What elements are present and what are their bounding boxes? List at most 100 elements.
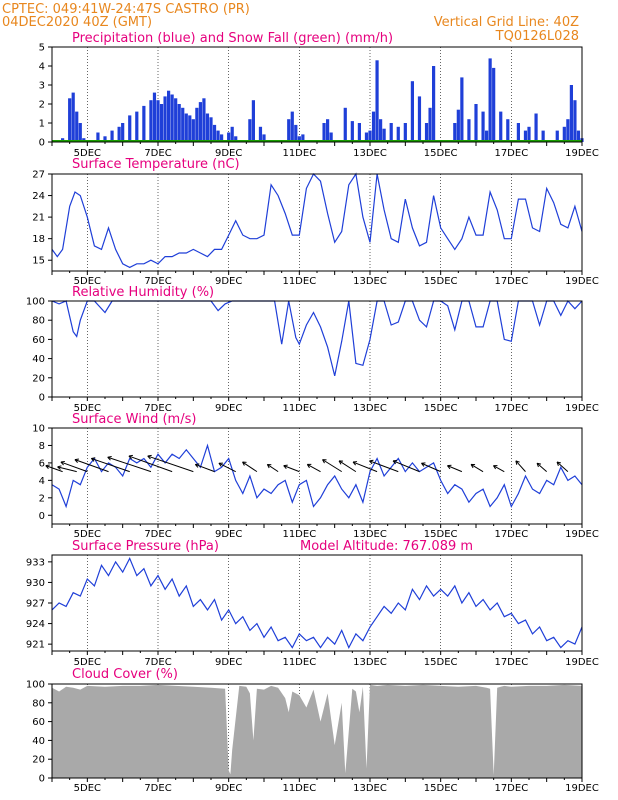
precip-panel: Precipitation (blue) and Snow Fall (gree… [39,31,599,159]
precip-bar [121,123,125,142]
precip-bar [379,119,383,142]
precip-bar [516,123,520,142]
temp-y-tick-label: 27 [32,170,45,181]
precip-bar [251,100,255,142]
x-tick-label: 9DEC [215,783,242,794]
precip-bar [149,100,153,142]
precip-bar [375,60,379,142]
wind-arrow [447,464,463,473]
wind-arrow [194,463,215,473]
x-tick-label: 15DEC [424,657,458,668]
precip-bar [492,67,496,142]
wind-arrow [45,464,63,473]
precip-bar [364,132,369,142]
precip-bar [481,111,485,142]
precip-bar [258,126,263,142]
precip-bar [460,77,464,142]
cloud-area [52,684,582,778]
rh-panel: Relative Humidity (%) 0 20 40 60 80 100 5DEC 7DE… [26,285,599,414]
precip-bar [485,130,489,142]
wind-y-tick-label: 4 [39,476,45,487]
precip-title: Precipitation (blue) and Snow Fall (gree… [72,31,393,46]
precip-bar [417,96,422,142]
wind-arrow [392,459,420,473]
precip-bar [541,130,545,142]
precip-bar [534,113,538,142]
precip-bar [110,130,114,142]
precip-bar [230,126,234,142]
precip-y-tick-label: 5 [39,43,45,54]
wind-arrow [57,465,77,473]
wind-series-line [51,443,583,509]
wind-arrow [218,462,236,473]
precip-frame [51,46,583,143]
precip-bar [198,102,202,142]
precip-bar [287,119,291,142]
precip-bar [410,81,414,142]
pres-panel: Surface Pressure (hPa) Model Altitude: 76… [26,539,599,668]
x-tick-label: 7DEC [144,276,171,287]
rh-y-tick-label: 20 [32,373,45,384]
temp-y-tick-label: 21 [32,213,45,224]
wind-arrow [322,459,342,473]
precip-bar [294,124,298,142]
precip-y-tick-label: 0 [39,138,45,149]
precip-bar [329,132,333,142]
x-tick-label: 17DEC [494,657,528,668]
rh-y-tick-label: 60 [32,335,45,346]
wind-y-tick-label: 8 [39,441,45,452]
wind-arrow [90,457,130,473]
precip-bar [506,119,510,142]
precip-bar [301,134,305,142]
precip-bar [167,90,171,142]
precip-bar [174,98,178,142]
precip-bar [142,105,146,142]
pres-y-tick-label: 933 [26,557,45,568]
precip-bar [163,96,167,142]
x-tick-label: 11DEC [282,529,316,540]
precip-bar [220,134,224,142]
wind-arrow [60,460,88,473]
precip-bar [290,111,294,142]
precip-bar [188,115,192,142]
x-tick-label: 19DEC [565,529,599,540]
precip-bar [368,130,372,142]
x-tick-label: 17DEC [494,276,528,287]
precip-bar [428,107,432,142]
pres-subtitle: Model Altitude: 767.089 m [300,539,473,554]
precip-bar [488,58,492,142]
precip-bar [262,134,266,142]
precip-bar [170,94,174,142]
pres-y-tick-label: 927 [26,599,45,610]
wind-arrow [536,462,547,473]
cloud-y-tick-label: 60 [32,717,45,728]
cloud-y-tick-label: 20 [32,755,45,766]
precip-bar [297,136,301,142]
wind-arrow [147,454,194,473]
temp-frame [51,173,583,272]
wind-panel: Surface Wind (m/s) 0 2 4 6 8 10 5DEC 7DEC 9DEC 11D… [32,412,599,540]
wind-y-tick-label: 10 [32,424,45,435]
temp-y-tick-label: 15 [32,256,45,267]
precip-bar [350,121,354,142]
x-tick-label: 19DEC [565,403,599,414]
wind-arrow [352,461,378,473]
precip-bar [128,115,132,142]
precip-bar [103,136,107,142]
precip-bar [209,117,213,142]
temp-panel: Surface Temperature (nC) 15 18 21 24 27 5DEC 7D… [32,157,599,287]
precip-bar [195,107,199,142]
temp-y-tick-label: 24 [32,191,45,202]
wind-arrow [421,462,441,473]
precip-bar [212,124,217,142]
cloud-y-tick-label: 100 [26,680,45,691]
x-tick-label: 11DEC [282,783,316,794]
precip-bar [205,113,210,142]
precip-bar [453,123,457,142]
header-station: CPTEC: 049:41W-24:47S CASTRO (PR) [2,2,250,17]
precip-y-tick-label: 1 [39,119,45,130]
precip-y-tick-label: 3 [39,81,45,92]
x-tick-label: 13DEC [353,276,387,287]
precip-bar [227,132,231,142]
x-tick-label: 7DEC [144,148,171,159]
